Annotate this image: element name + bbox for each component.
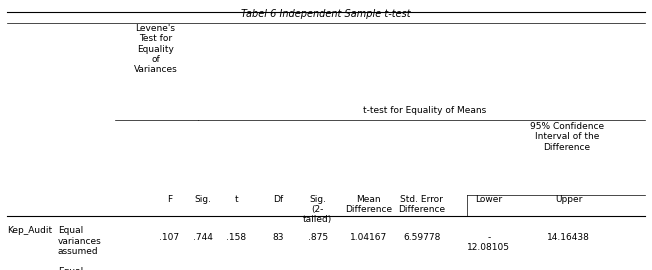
Text: t-test for Equality of Means: t-test for Equality of Means <box>363 106 486 115</box>
Text: 1.04167: 1.04167 <box>350 233 387 242</box>
Text: Equal
variances
assumed: Equal variances assumed <box>57 226 102 256</box>
Text: t: t <box>235 194 239 204</box>
Text: Mean
Difference: Mean Difference <box>346 194 393 214</box>
Text: -
12.08105: - 12.08105 <box>467 233 511 252</box>
Text: F: F <box>167 194 172 204</box>
Text: Upper: Upper <box>555 194 582 204</box>
Text: Tabel 6 Independent Sample t-test: Tabel 6 Independent Sample t-test <box>241 9 411 19</box>
Text: Sig.: Sig. <box>195 194 212 204</box>
Text: .107: .107 <box>159 233 179 242</box>
Text: 14.16438: 14.16438 <box>548 233 590 242</box>
Text: .875: .875 <box>308 233 328 242</box>
Text: Levene's
Test for
Equality
of
Variances: Levene's Test for Equality of Variances <box>134 24 177 75</box>
Text: Df: Df <box>273 194 283 204</box>
Text: Equal
variances not
assumed: Equal variances not assumed <box>57 267 119 270</box>
Text: .158: .158 <box>226 233 246 242</box>
Text: 95% Confidence
Interval of the
Difference: 95% Confidence Interval of the Differenc… <box>530 122 604 151</box>
Text: .744: .744 <box>194 233 213 242</box>
Text: 6.59778: 6.59778 <box>403 233 441 242</box>
Text: Lower: Lower <box>475 194 503 204</box>
Text: Kep_Audit: Kep_Audit <box>7 226 52 235</box>
Text: Std. Error
Difference: Std. Error Difference <box>398 194 445 214</box>
Text: Sig.
(2-
tailed): Sig. (2- tailed) <box>303 194 333 224</box>
Text: 83: 83 <box>273 233 284 242</box>
